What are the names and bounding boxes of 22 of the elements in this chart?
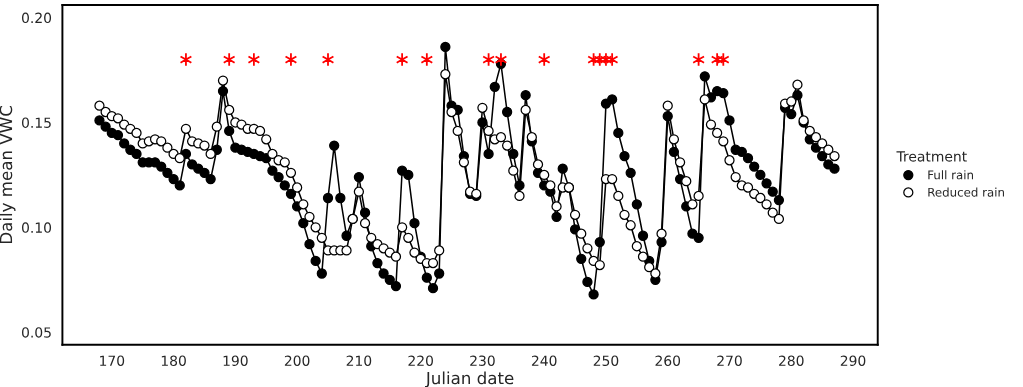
- y-axis-title: Daily mean VWC: [0, 106, 16, 244]
- x-tick-label: 190: [223, 355, 248, 366]
- y-tick-label: 0.10: [21, 222, 52, 233]
- legend-label: Full rain: [928, 170, 973, 180]
- x-tick-label: 280: [779, 355, 804, 366]
- x-tick-label: 240: [531, 355, 557, 366]
- legend-title: Treatment: [896, 151, 967, 162]
- x-tick-label: 250: [593, 355, 619, 366]
- x-tick-label: 220: [408, 355, 433, 366]
- y-tick-label: 0.05: [21, 327, 51, 338]
- x-tick-label: 210: [346, 355, 372, 366]
- x-tick-label: 230: [470, 355, 495, 366]
- x-tick-label: 170: [100, 355, 125, 366]
- x-tick-label: 290: [840, 355, 866, 366]
- x-tick-label: 180: [161, 355, 186, 366]
- x-tick-label: 260: [655, 355, 681, 366]
- x-tick-label: 200: [284, 355, 310, 366]
- y-tick-label: 0.15: [21, 117, 51, 128]
- legend-label: Reduced rain: [928, 187, 1004, 197]
- x-axis-title: Julian date: [425, 371, 514, 387]
- x-tick-label: 270: [717, 355, 742, 366]
- y-tick-label: 0.20: [21, 12, 52, 24]
